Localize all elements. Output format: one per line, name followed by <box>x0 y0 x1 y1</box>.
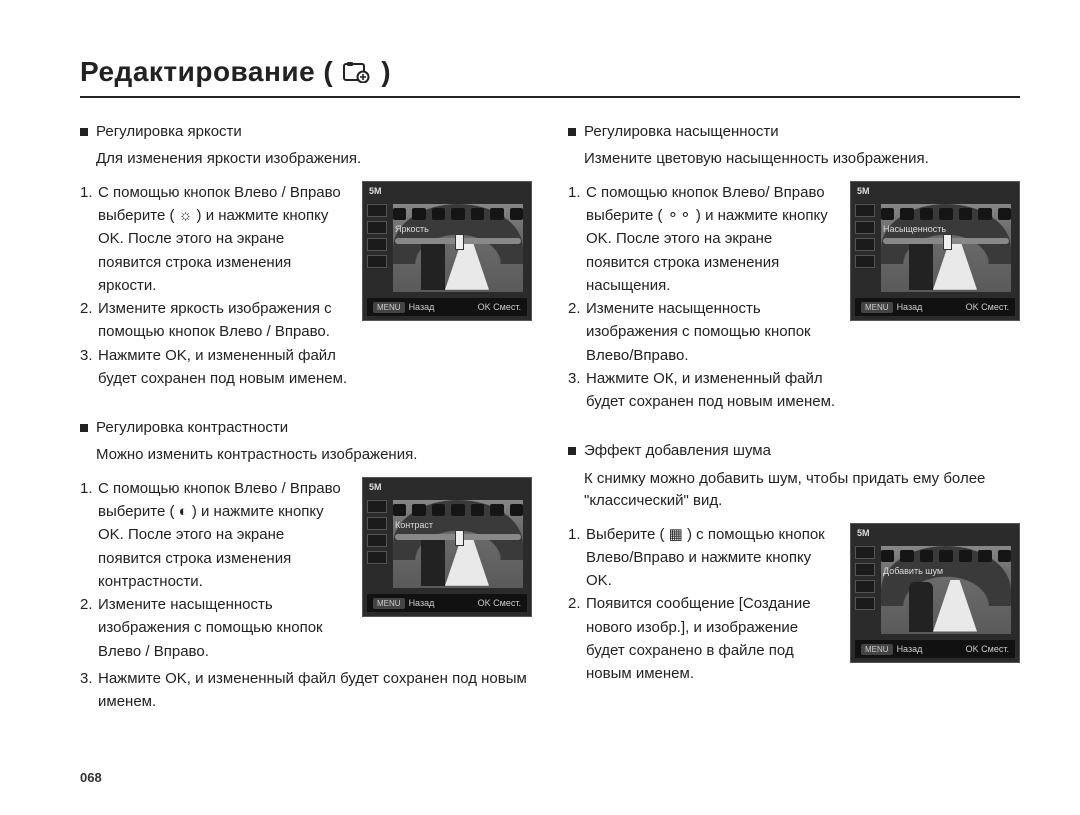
step-text: Измените яркость изображения с помощью к… <box>98 297 348 344</box>
shot-caption: Яркость <box>395 224 429 234</box>
step-text: Выберите ( ▦ ) с помощью кнопок Влево/Вп… <box>586 523 836 593</box>
columns: Регулировка яркости Для изменения яркост… <box>80 122 1020 741</box>
step-text: Нажмите OK, и измененный файл будет сохр… <box>98 344 348 391</box>
camera-screenshot: 5M Контраст MENUНазад OK Смест. <box>362 477 532 617</box>
badge: 5M <box>369 186 382 196</box>
page-number: 068 <box>80 770 102 785</box>
section-contrast: Регулировка контрастности Можно изменить… <box>80 418 532 713</box>
step-text: Нажмите ОК, и измененный файл будет сохр… <box>586 367 836 414</box>
section-subtitle: К снимку можно добавить шум, чтобы прида… <box>584 468 1020 513</box>
step-text: С помощью кнопок Влево / Вправо выберите… <box>98 181 348 297</box>
camera-screenshot: 5M Добавить шум MENUНазад OK Смест. <box>850 523 1020 663</box>
shot-caption: Насыщенность <box>883 224 946 234</box>
steps-list: 1.Выберите ( ▦ ) с помощью кнопок Влево/… <box>568 523 836 686</box>
page-title-close: ) <box>381 56 391 88</box>
badge: 5M <box>369 482 382 492</box>
section-brightness: Регулировка яркости Для изменения яркост… <box>80 122 532 390</box>
steps-list-overflow: 3.Нажмите OK, и измененный файл будет со… <box>80 667 532 714</box>
section-subtitle: Для изменения яркости изображения. <box>96 148 532 171</box>
section-noise: Эффект добавления шума К снимку можно до… <box>568 441 1020 685</box>
manual-page: Редактирование ( ) Регулировка яркости Д… <box>0 0 1080 815</box>
shot-caption: Контраст <box>395 520 433 530</box>
steps-list: 1.С помощью кнопок Влево / Вправо выбери… <box>80 181 348 390</box>
section-subtitle: Можно изменить контрастность изображения… <box>96 444 532 467</box>
camera-screenshot: 5M Яркость MENUНазад OK Смест. <box>362 181 532 321</box>
right-column: Регулировка насыщенности Измените цветов… <box>568 122 1020 741</box>
step-text: Измените насыщенность изображения с помо… <box>98 593 348 663</box>
section-saturation: Регулировка насыщенности Измените цветов… <box>568 122 1020 413</box>
left-column: Регулировка яркости Для изменения яркост… <box>80 122 532 741</box>
section-heading: Регулировка яркости <box>96 122 242 142</box>
section-heading: Регулировка контрастности <box>96 418 288 438</box>
bullet-icon <box>568 128 576 136</box>
page-title-row: Редактирование ( ) <box>80 56 1020 98</box>
edit-icon <box>343 61 371 83</box>
step-text: С помощью кнопок Влево / Вправо выберите… <box>98 477 348 593</box>
step-text: Измените насыщенность изображения с помо… <box>586 297 836 367</box>
step-text: Нажмите OK, и измененный файл будет сохр… <box>98 667 532 714</box>
step-text: С помощью кнопок Влево/ Вправо выберите … <box>586 181 836 297</box>
section-heading: Регулировка насыщенности <box>584 122 779 142</box>
section-heading: Эффект добавления шума <box>584 441 771 461</box>
bullet-icon <box>568 447 576 455</box>
badge: 5M <box>857 528 870 538</box>
section-subtitle: Измените цветовую насыщенность изображен… <box>584 148 1020 171</box>
step-text: Появится сообщение [Создание нового изоб… <box>586 592 836 685</box>
bullet-icon <box>80 128 88 136</box>
badge: 5M <box>857 186 870 196</box>
page-title: Редактирование ( <box>80 56 333 88</box>
shot-caption: Добавить шум <box>883 566 943 576</box>
steps-list: 1.С помощью кнопок Влево / Вправо выбери… <box>80 477 348 663</box>
camera-screenshot: 5M Насыщенность MENUНазад OK Смест. <box>850 181 1020 321</box>
bullet-icon <box>80 424 88 432</box>
steps-list: 1.С помощью кнопок Влево/ Вправо выберит… <box>568 181 836 414</box>
